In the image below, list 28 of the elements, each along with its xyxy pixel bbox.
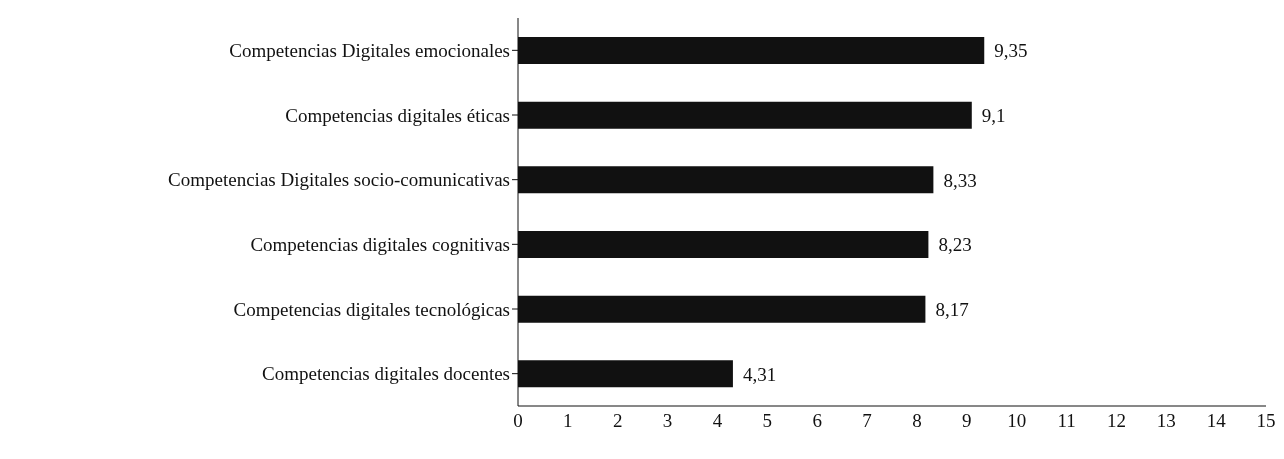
data-label: 4,31 [742, 363, 777, 385]
x-tick-label: 7 [862, 410, 872, 432]
y-tick-label: Competencias Digitales socio-comunicativas [168, 169, 510, 191]
x-tick-label: 5 [762, 410, 773, 432]
y-tick-label: Competencias digitales éticas [285, 104, 510, 126]
data-label: 9,1 [981, 104, 1006, 126]
data-label: 8,23 [938, 234, 972, 256]
x-tick-label: 13 [1156, 410, 1176, 432]
y-tick-label: Competencias Digitales emocionales [229, 40, 510, 62]
x-tick-label: 12 [1106, 410, 1126, 432]
x-tick-label: 10 [1007, 410, 1027, 432]
data-label: 8,17 [935, 298, 969, 320]
x-tick-label: 3 [662, 410, 673, 432]
x-tick-label: 1 [563, 410, 573, 432]
data-label: 8,33 [943, 169, 977, 191]
x-tick-label: 15 [1256, 410, 1276, 432]
y-tick-label: Competencias digitales cognitivas [250, 234, 510, 256]
y-tick-label: Competencias digitales docentes [262, 363, 510, 385]
x-tick-label: 9 [962, 410, 972, 432]
x-tick-label: 6 [812, 410, 822, 432]
x-tick-label: 4 [712, 410, 723, 432]
x-tick-label: 8 [912, 410, 922, 432]
data-label: 9,35 [994, 40, 1028, 62]
x-tick-label: 2 [612, 410, 623, 432]
x-tick-label: 11 [1057, 410, 1076, 432]
y-tick-label: Competencias digitales tecnológicas [233, 298, 510, 320]
x-tick-label: 14 [1206, 410, 1227, 432]
x-tick-label: 0 [513, 410, 523, 432]
